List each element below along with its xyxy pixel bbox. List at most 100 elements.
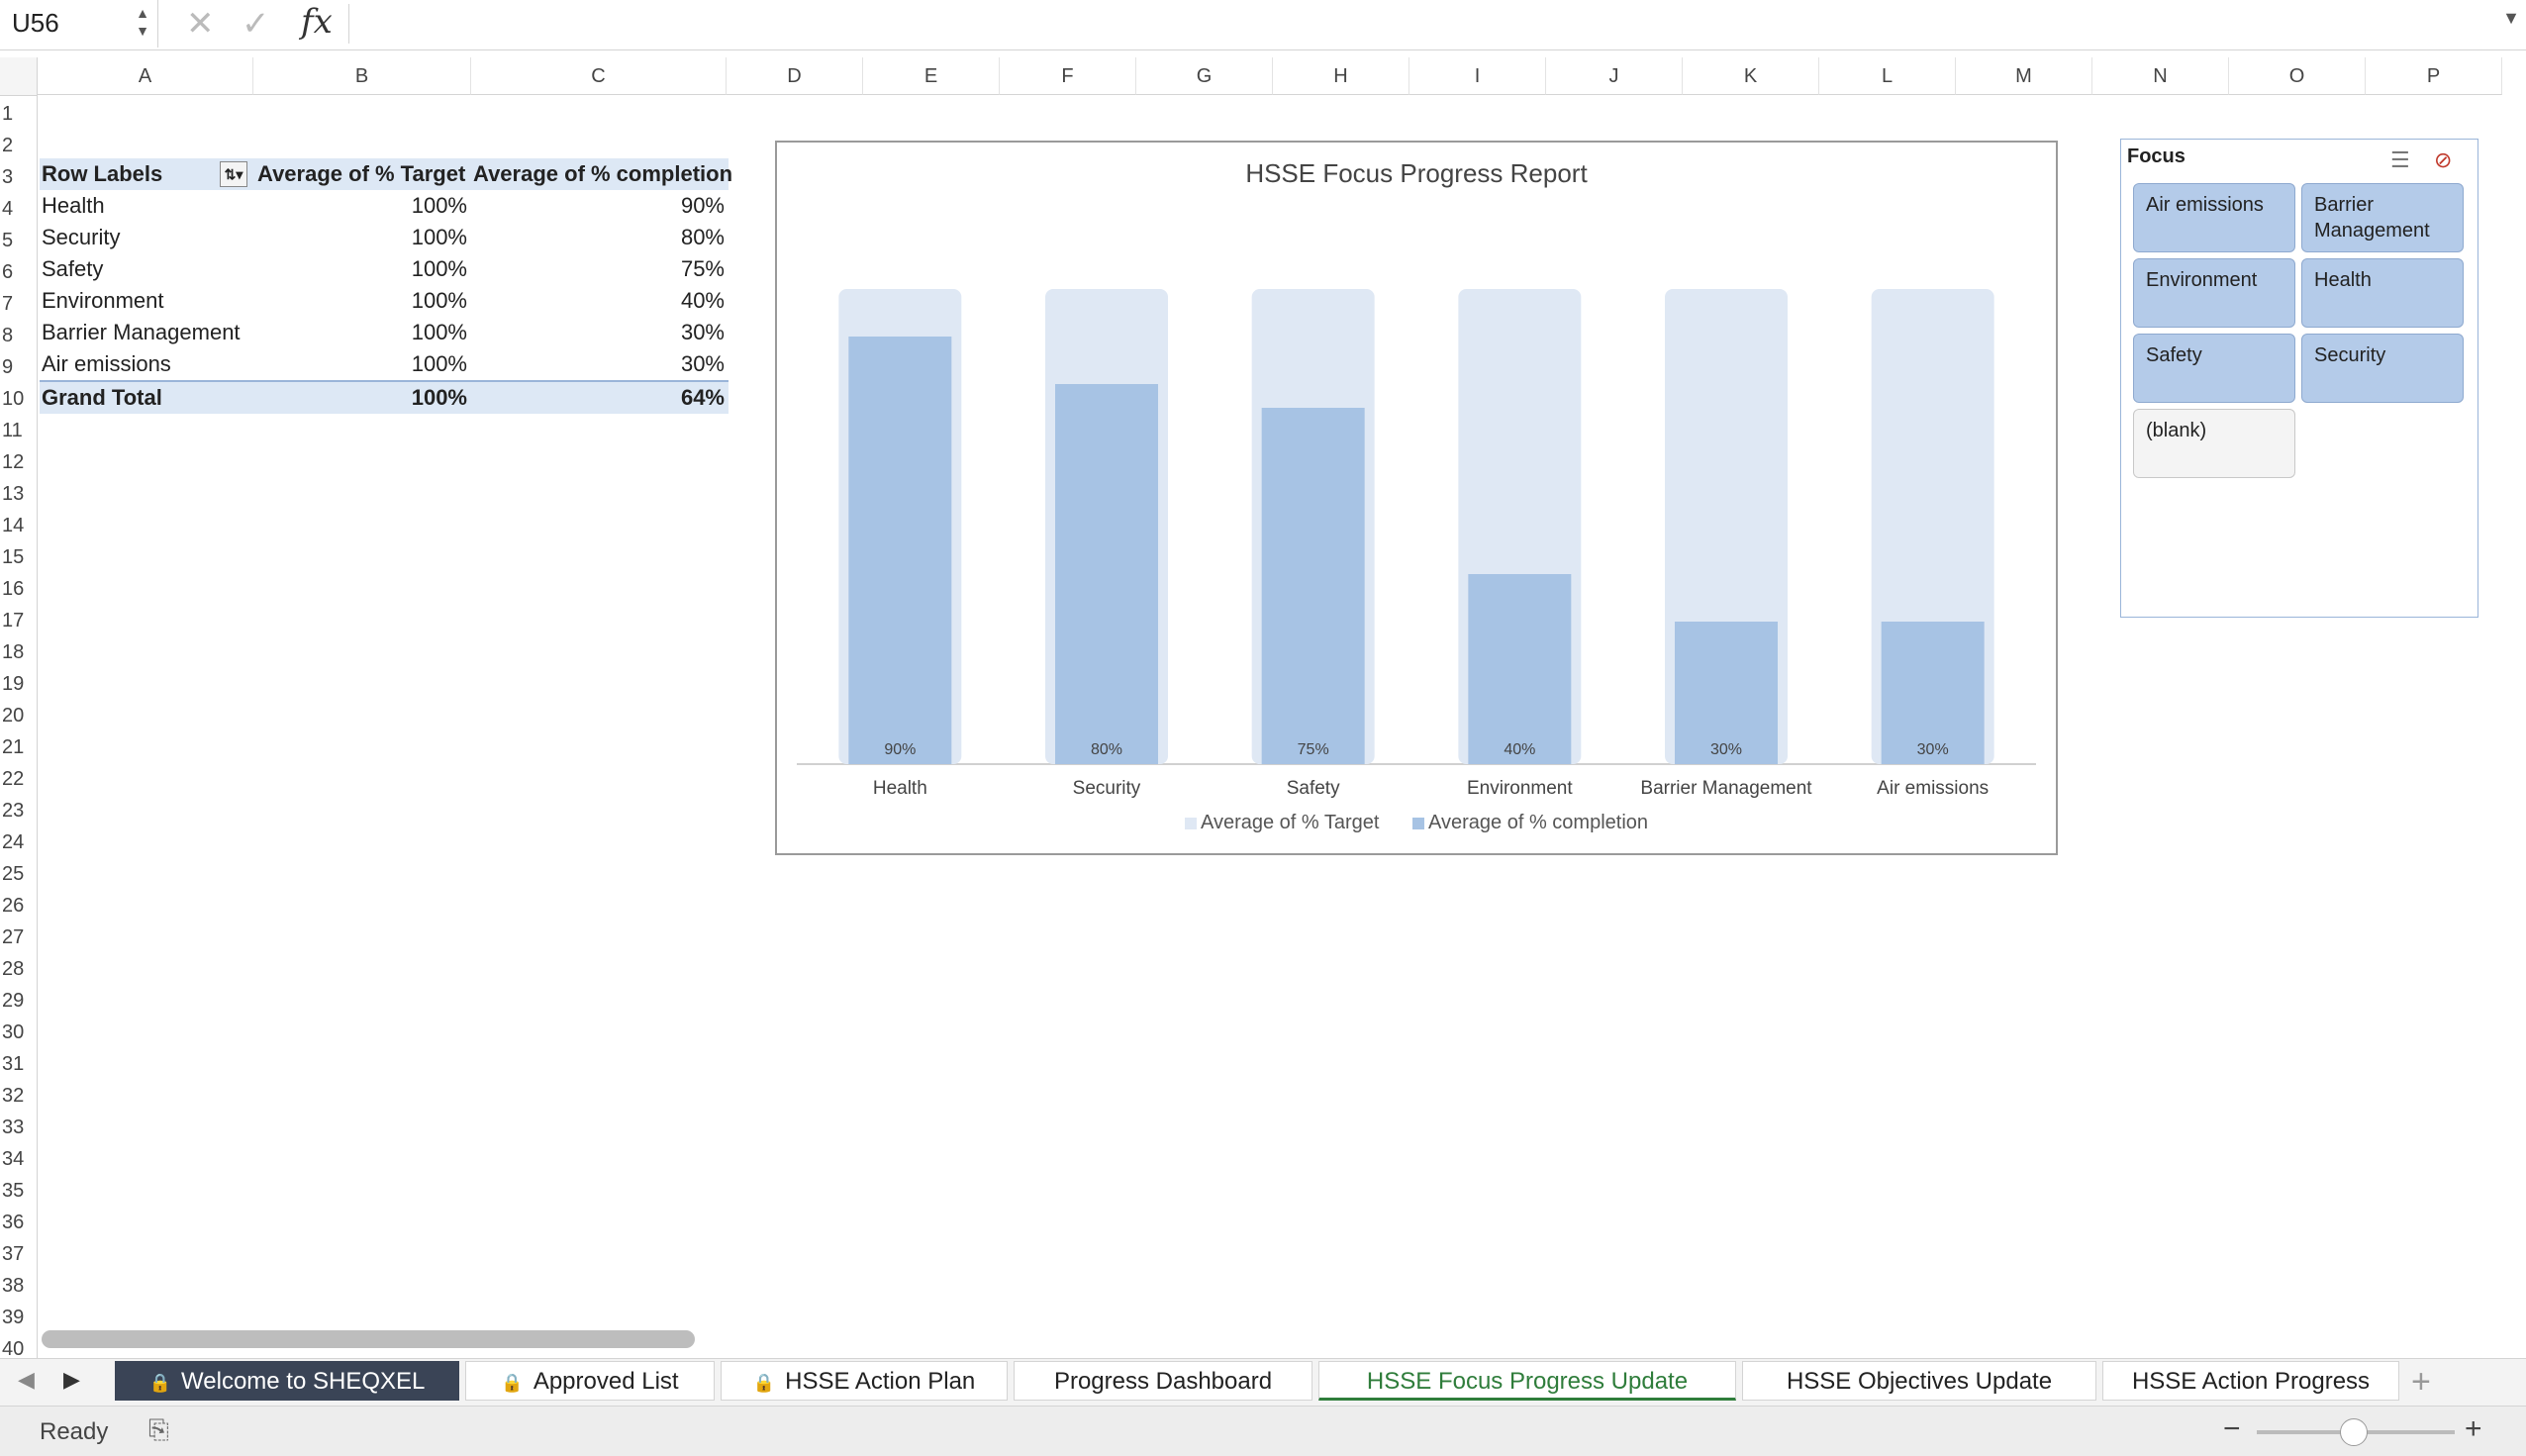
- name-box-spinner-icon[interactable]: ▲ ▼: [136, 5, 149, 39]
- enter-icon[interactable]: ✓: [242, 5, 270, 43]
- add-sheet-icon[interactable]: +: [2411, 1363, 2431, 1401]
- sheet-tab-progress-dashboard[interactable]: Progress Dashboard: [1014, 1361, 1312, 1401]
- row-header-30[interactable]: 30: [2, 1021, 25, 1043]
- row-header-33[interactable]: 33: [2, 1116, 25, 1138]
- hsse-focus-chart[interactable]: HSSE Focus Progress Report 90% Health 80% S…: [775, 141, 2058, 855]
- row-header-19[interactable]: 19: [2, 673, 25, 695]
- slicer-item-air-emissions[interactable]: Air emissions: [2133, 183, 2295, 252]
- column-header-h[interactable]: H: [1273, 57, 1409, 95]
- row-header-25[interactable]: 25: [2, 863, 25, 885]
- pivot-row[interactable]: Barrier Management 100% 30%: [40, 317, 729, 348]
- column-header-e[interactable]: E: [863, 57, 1000, 95]
- slicer-item-environment[interactable]: Environment: [2133, 258, 2295, 328]
- bar-completion-5[interactable]: [1881, 622, 1985, 764]
- pivot-header-completion[interactable]: Average of % completion: [473, 161, 733, 186]
- filter-dropdown-icon[interactable]: ⇅▾: [220, 161, 247, 187]
- macro-record-icon[interactable]: ⎘: [148, 1414, 169, 1444]
- bar-completion-0[interactable]: [848, 337, 952, 764]
- row-header-20[interactable]: 20: [2, 705, 25, 727]
- prev-sheet-icon[interactable]: ◀: [18, 1367, 35, 1392]
- row-header-28[interactable]: 28: [2, 958, 25, 980]
- select-all-corner[interactable]: [0, 57, 38, 96]
- sheet-tab-approved-list[interactable]: 🔒 Approved List: [465, 1361, 715, 1401]
- row-header-38[interactable]: 38: [2, 1275, 25, 1297]
- cancel-icon[interactable]: ✕: [186, 5, 215, 43]
- row-header-5[interactable]: 5: [2, 230, 14, 251]
- row-header-29[interactable]: 29: [2, 990, 25, 1012]
- name-box[interactable]: U56 ▲ ▼: [0, 0, 158, 48]
- sheet-tab-hsse-focus-progress-update[interactable]: HSSE Focus Progress Update: [1318, 1361, 1736, 1401]
- insert-function-icon[interactable]: fx: [301, 2, 333, 42]
- row-header-35[interactable]: 35: [2, 1180, 25, 1202]
- sheet-tab-welcome-to-sheqxel[interactable]: 🔒 Welcome to SHEQXEL: [115, 1361, 459, 1401]
- row-header-14[interactable]: 14: [2, 515, 25, 536]
- row-header-27[interactable]: 27: [2, 926, 25, 948]
- pivot-row[interactable]: Safety 100% 75%: [40, 253, 729, 285]
- column-header-n[interactable]: N: [2092, 57, 2229, 95]
- slicer-item-health[interactable]: Health: [2301, 258, 2464, 328]
- row-header-15[interactable]: 15: [2, 546, 25, 568]
- row-header-13[interactable]: 13: [2, 483, 25, 505]
- row-header-10[interactable]: 10: [2, 388, 25, 410]
- row-header-12[interactable]: 12: [2, 451, 25, 473]
- column-header-m[interactable]: M: [1956, 57, 2092, 95]
- row-header-34[interactable]: 34: [2, 1148, 25, 1170]
- row-header-2[interactable]: 2: [2, 135, 14, 156]
- row-header-21[interactable]: 21: [2, 736, 25, 758]
- focus-slicer[interactable]: Focus ☰ ⊘ Air emissions Barrier Managemen…: [2120, 139, 2478, 618]
- row-header-8[interactable]: 8: [2, 325, 14, 346]
- column-header-o[interactable]: O: [2229, 57, 2366, 95]
- column-header-g[interactable]: G: [1136, 57, 1273, 95]
- column-header-d[interactable]: D: [727, 57, 863, 95]
- sheet-tab-hsse-action-plan[interactable]: 🔒 HSSE Action Plan: [721, 1361, 1008, 1401]
- zoom-slider-knob[interactable]: [2340, 1418, 2368, 1446]
- pivot-row[interactable]: Health 100% 90%: [40, 190, 729, 222]
- slicer-item-barrier-management[interactable]: Barrier Management: [2301, 183, 2464, 252]
- row-header-36[interactable]: 36: [2, 1212, 25, 1233]
- bar-completion-3[interactable]: [1468, 574, 1572, 764]
- column-header-c[interactable]: C: [471, 57, 727, 95]
- sheet-tab-hsse-action-progress[interactable]: HSSE Action Progress: [2102, 1361, 2399, 1401]
- bar-completion-1[interactable]: [1055, 384, 1158, 764]
- bar-completion-2[interactable]: [1261, 408, 1365, 764]
- row-header-1[interactable]: 1: [2, 103, 14, 125]
- sheet-tab-hsse-objectives-update[interactable]: HSSE Objectives Update: [1742, 1361, 2096, 1401]
- row-header-39[interactable]: 39: [2, 1307, 25, 1328]
- row-header-18[interactable]: 18: [2, 641, 25, 663]
- column-header-j[interactable]: J: [1546, 57, 1683, 95]
- row-header-6[interactable]: 6: [2, 261, 14, 283]
- column-header-k[interactable]: K: [1683, 57, 1819, 95]
- next-sheet-icon[interactable]: ▶: [63, 1367, 80, 1392]
- row-header-32[interactable]: 32: [2, 1085, 25, 1107]
- row-header-3[interactable]: 3: [2, 166, 14, 188]
- column-header-b[interactable]: B: [253, 57, 471, 95]
- row-header-37[interactable]: 37: [2, 1243, 25, 1265]
- row-header-17[interactable]: 17: [2, 610, 25, 631]
- row-header-11[interactable]: 11: [2, 420, 23, 441]
- row-header-9[interactable]: 9: [2, 356, 14, 378]
- slicer-item-safety[interactable]: Safety: [2133, 334, 2295, 403]
- row-header-4[interactable]: 4: [2, 198, 14, 220]
- pivot-row[interactable]: Environment 100% 40%: [40, 285, 729, 317]
- row-header-24[interactable]: 24: [2, 831, 25, 853]
- zoom-out-icon[interactable]: −: [2223, 1412, 2241, 1445]
- slicer-item-security[interactable]: Security: [2301, 334, 2464, 403]
- bar-completion-4[interactable]: [1675, 622, 1778, 764]
- column-header-f[interactable]: F: [1000, 57, 1136, 95]
- pivot-row[interactable]: Security 100% 80%: [40, 222, 729, 253]
- slicer-item-blank[interactable]: (blank): [2133, 409, 2295, 478]
- horizontal-scrollbar[interactable]: [42, 1330, 695, 1348]
- row-header-16[interactable]: 16: [2, 578, 25, 600]
- pivot-header-row-labels[interactable]: Row Labels: [42, 161, 163, 186]
- column-header-i[interactable]: I: [1409, 57, 1546, 95]
- row-header-23[interactable]: 23: [2, 800, 25, 822]
- row-header-31[interactable]: 31: [2, 1053, 25, 1075]
- multi-select-icon[interactable]: ☰: [2390, 147, 2410, 172]
- row-header-7[interactable]: 7: [2, 293, 14, 315]
- column-header-l[interactable]: L: [1819, 57, 1956, 95]
- pivot-grand-total-row[interactable]: Grand Total 100% 64%: [40, 380, 729, 414]
- row-header-40[interactable]: 40: [2, 1338, 25, 1360]
- expand-formula-bar-icon[interactable]: ▼: [2502, 8, 2520, 28]
- column-header-a[interactable]: A: [38, 57, 253, 95]
- row-header-22[interactable]: 22: [2, 768, 25, 790]
